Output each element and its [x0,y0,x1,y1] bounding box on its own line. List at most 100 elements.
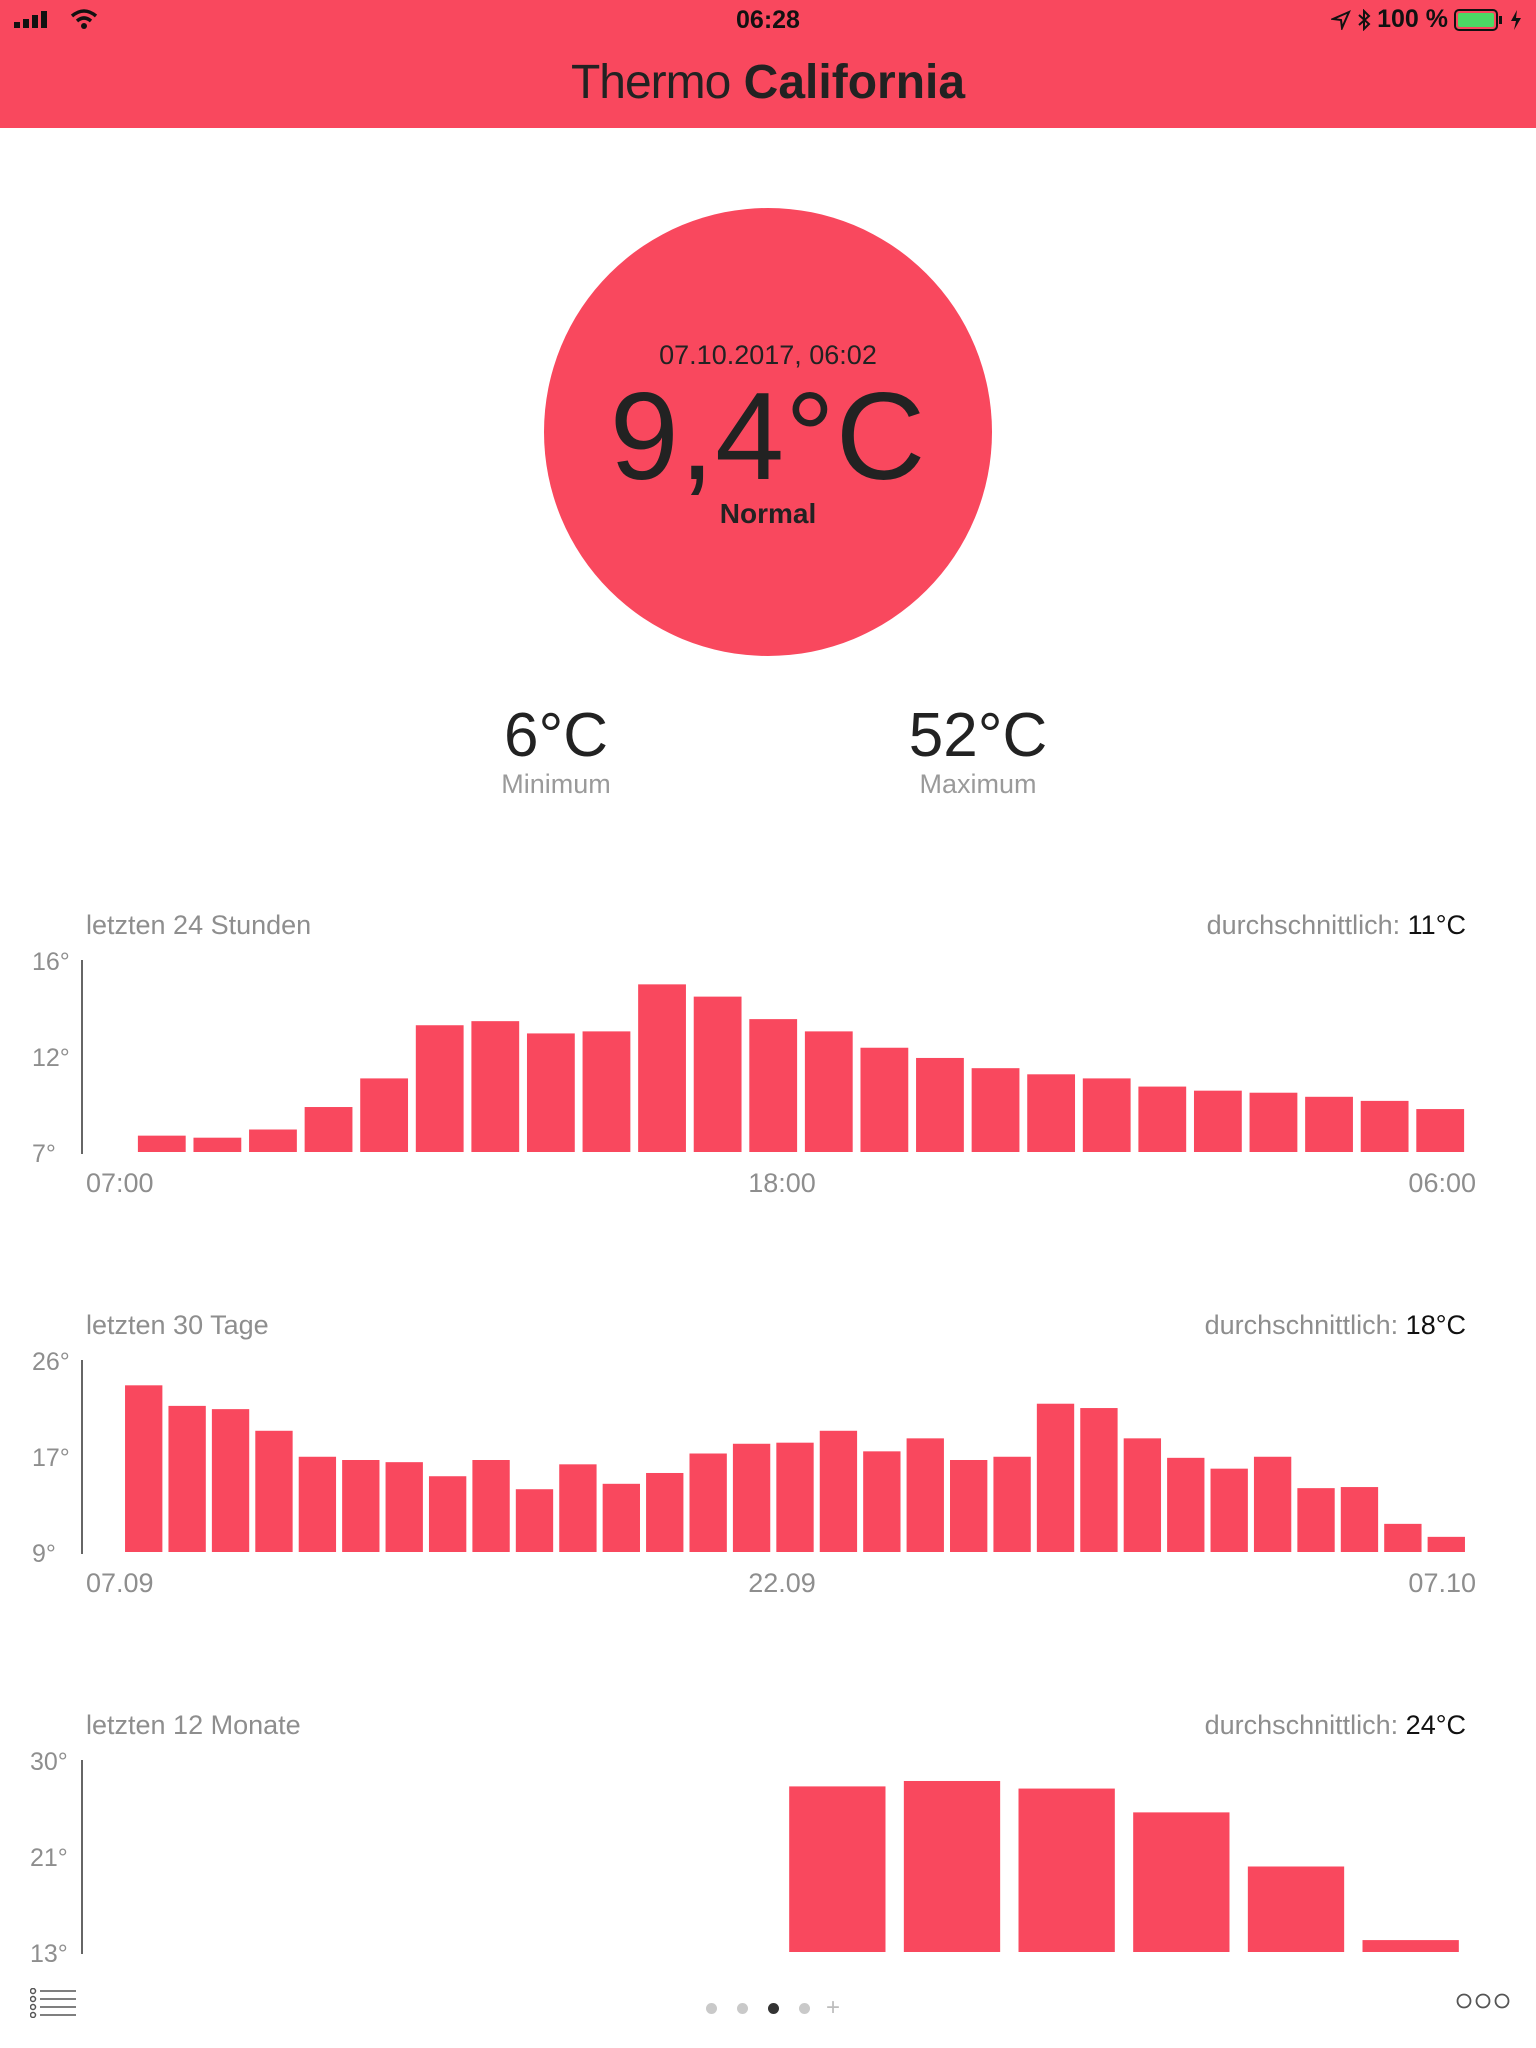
chart-24h-bar [1305,1096,1353,1152]
app-title: Thermo California [0,55,1536,110]
chart-30d-bar [342,1460,380,1552]
page-dot-3-active[interactable] [767,2002,779,2014]
chart-30d-bar [515,1489,554,1552]
page-indicator[interactable]: + [0,1994,1536,2022]
chart-30d-bar [385,1462,423,1552]
current-reading-circle[interactable]: 07.10.2017, 06:02 9,4°C Normal [544,208,992,656]
chart-24h-average-value: 11°C [1407,910,1466,940]
reading-timestamp: 07.10.2017, 06:02 [659,340,877,370]
chart-24h-bar [137,1135,186,1152]
chart-30d-bar [168,1405,206,1552]
chart-30d-bar [298,1456,337,1552]
chart-24h-average: durchschnittlich: 11°C [1207,910,1466,941]
chart-12m-bar [1018,1788,1115,1952]
chart-24h-bar [415,1025,464,1152]
chart-30d-bar [211,1409,250,1552]
chart-30d-bar [1297,1488,1335,1552]
chart-24h-bar [1082,1078,1131,1152]
chart-12m-bar [1247,1866,1345,1952]
add-page-plus-icon[interactable]: + [825,1994,840,2021]
chart-30d-bar [776,1442,814,1552]
chart-30d-bar [819,1430,858,1552]
chart-12m-y-tick-label: 30° [30,1748,68,1776]
chart-30d-bar [1340,1487,1379,1552]
status-bar: 06:28 100 % [0,0,1536,40]
chart-24h-bar [916,1057,964,1152]
chart-30d-bar [472,1460,510,1552]
chart-12m-y-tick-label: 13° [30,1940,68,1968]
chart-24h-bar [804,1031,853,1152]
chart-30d-average-label: durchschnittlich: [1204,1310,1399,1340]
chart-30d-bar [1253,1456,1292,1552]
list-menu-icon[interactable] [30,1988,78,2018]
status-time: 06:28 [736,6,800,34]
chart-30d: letzten 30 Tage durchschnittlich: 18°C 2… [0,1310,1536,1600]
chart-24h-bar [860,1047,909,1152]
chart-30d-bar [1080,1408,1118,1552]
chart-30d-bar [1123,1438,1162,1552]
chart-30d-bar [1427,1536,1465,1552]
chart-30d-bar [646,1472,684,1552]
chart-30d-bar [1384,1523,1422,1552]
minimum-label: Minimum [501,769,611,799]
chart-12m-bar [1362,1940,1459,1952]
chart-30d-bar [950,1460,988,1552]
chart-12m-y-tick-label: 21° [30,1844,68,1872]
chart-12m-bar [903,1780,1001,1952]
reading-temperature: 9,4°C [609,368,927,506]
cellular-signal-icon [14,11,47,28]
chart-30d-y-tick-label: 17° [32,1444,70,1472]
chart-12m-bar [789,1786,886,1952]
maximum-label: Maximum [919,769,1037,799]
chart-24h-bar [693,996,742,1152]
chart-24h-bar [304,1107,353,1152]
chart-30d-x-tick-label: 07.09 [86,1568,154,1598]
page-dot-4[interactable] [798,2002,810,2014]
chart-24h-bar [1193,1090,1242,1152]
chart-30d-bar [1036,1403,1075,1552]
chart-24h-y-tick-label: 7° [32,1140,56,1168]
chart-12m-average-label: durchschnittlich: [1204,1710,1399,1740]
minimum-value: 6°C [503,701,609,770]
chart-24h-bar [249,1129,297,1152]
minimum-stat: 6°C Minimum [406,700,706,800]
chart-30d-average-value: 18°C [1405,1310,1466,1340]
chart-12m-plot: 30° 21° 13° [30,1748,1459,1968]
chart-30d-bar [428,1476,467,1552]
chart-30d-bar [125,1385,163,1552]
chart-30d-plot: 26° 17° 9° 07.09 22.09 07.10 [32,1348,1476,1598]
page-dot-2[interactable] [736,2002,748,2014]
chart-30d-label: letzten 30 Tage [86,1310,269,1340]
bottom-toolbar: + [0,1972,1536,2048]
app-title-location: California [743,56,966,109]
chart-24h-x-tick-label: 18:00 [748,1168,816,1198]
chart-24h-x-tick-label: 06:00 [1408,1168,1476,1198]
chart-30d-bar [863,1451,901,1552]
chart-24h-plot: 16° 12° 7° 07:00 18:00 06:00 [32,948,1476,1198]
chart-30d-bar [906,1438,944,1552]
page-dot-1[interactable] [705,2002,717,2014]
chart-30d-bar [993,1456,1031,1552]
chart-30d-average: durchschnittlich: 18°C [1205,1310,1466,1341]
bluetooth-icon [1358,8,1371,31]
chart-24h-bar [360,1078,409,1152]
chart-12m-bar [1133,1812,1230,1952]
chart-30d-bar [732,1443,771,1552]
chart-30d-bar [689,1453,727,1552]
chart-30d-bar [602,1483,640,1552]
chart-24h-bar [526,1033,575,1152]
chart-24h-bar [471,1021,520,1152]
chart-24h-bar [1249,1092,1298,1152]
chart-24h-bar [582,1031,631,1152]
chart-12m-average-value: 24°C [1405,1710,1466,1740]
more-options-icon[interactable] [1456,1992,1510,2010]
chart-24h-x-tick-label: 07:00 [86,1168,154,1198]
chart-12m-average: durchschnittlich: 24°C [1205,1710,1466,1741]
app-header: 06:28 100 % Thermo California [0,0,1536,128]
location-arrow-icon [1331,9,1352,30]
charging-bolt-icon [1511,9,1521,30]
maximum-value: 52°C [908,701,1048,770]
chart-30d-bar [255,1430,293,1552]
chart-24h-average-label: durchschnittlich: [1206,910,1401,940]
chart-30d-x-tick-label: 22.09 [748,1568,816,1598]
